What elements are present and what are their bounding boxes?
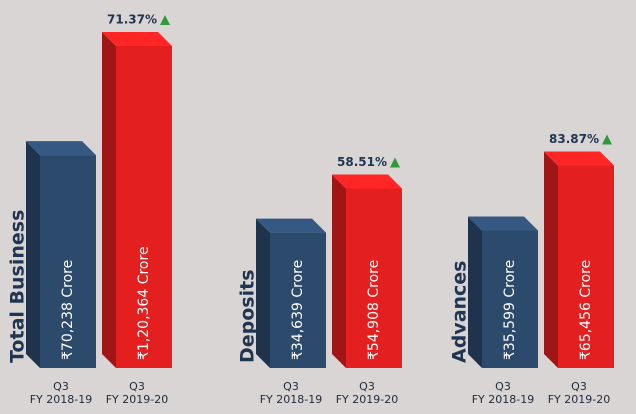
bar-side [26, 141, 40, 368]
category-label: Q3 FY 2018-19 [29, 380, 93, 406]
value-label: ₹35,599 Crore [502, 260, 518, 360]
category-label: Q3 FY 2018-19 [471, 380, 535, 406]
bar-side [544, 151, 558, 368]
bar-side [468, 216, 482, 368]
bar-side [102, 32, 116, 368]
bar [558, 165, 614, 368]
bar-top [256, 218, 326, 233]
value-label: ₹70,238 Crore [60, 260, 76, 360]
category-label: Q3 FY 2019-20 [547, 380, 611, 406]
bar-top [544, 151, 614, 166]
growth-label: 71.37% [107, 13, 157, 27]
growth-label: 58.51% [337, 155, 387, 169]
panel-title: Total Business [7, 210, 29, 363]
growth-arrow [389, 157, 400, 168]
bar [482, 230, 538, 368]
growth-arrow [601, 134, 612, 145]
bar-top [102, 32, 172, 46]
bar-side [256, 218, 270, 368]
bar [40, 155, 96, 368]
bar-side [332, 174, 346, 368]
bar-top [332, 174, 402, 189]
bar-top [468, 216, 538, 231]
value-label: ₹34,639 Crore [290, 260, 306, 360]
value-label: ₹1,20,364 Crore [136, 246, 152, 360]
category-label: Q3 FY 2019-20 [105, 380, 169, 406]
growth-arrow [159, 15, 170, 25]
category-label: Q3 FY 2019-20 [335, 380, 399, 406]
bar [346, 188, 402, 368]
category-label: Q3 FY 2018-19 [259, 380, 323, 406]
growth-label: 83.87% [549, 132, 599, 146]
value-label: ₹65,456 Crore [578, 260, 594, 360]
bar-top [26, 141, 96, 156]
value-label: ₹54,908 Crore [366, 260, 382, 360]
bar [270, 232, 326, 368]
panel-title: Deposits [237, 269, 259, 363]
panel-title: Advances [449, 261, 471, 364]
bar [116, 46, 172, 368]
